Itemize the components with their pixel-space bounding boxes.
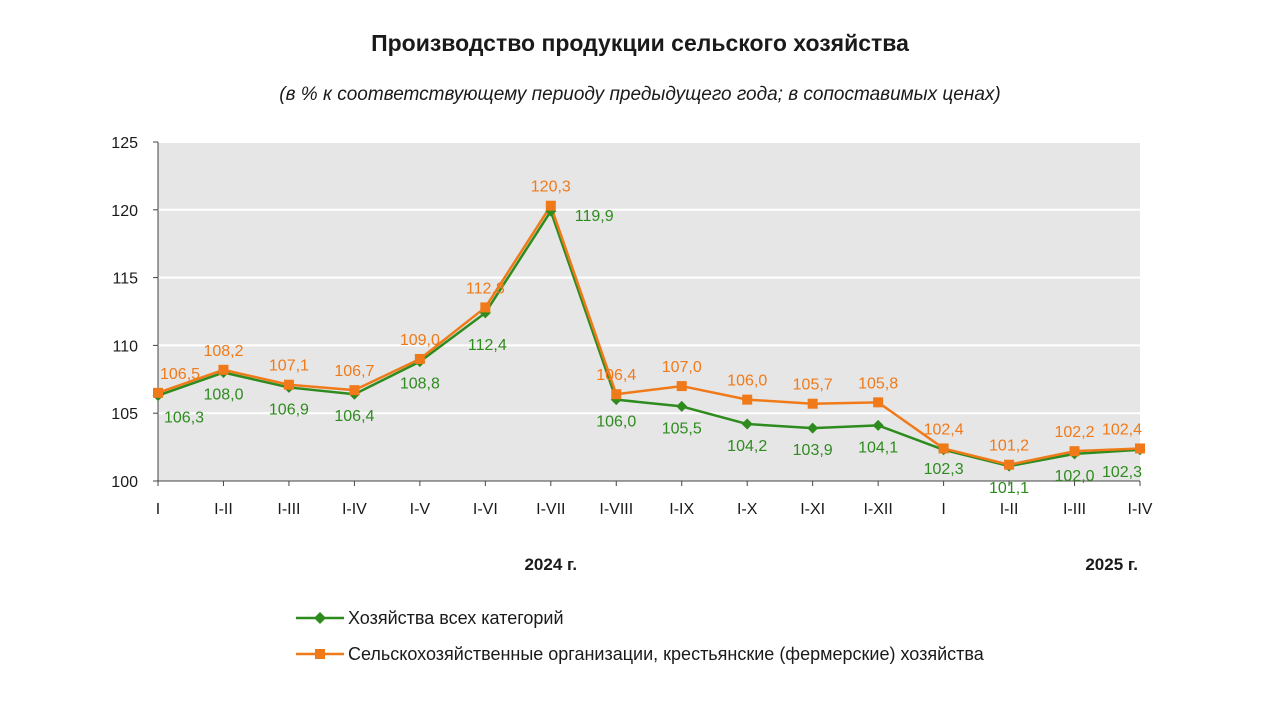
plot-area [158, 142, 1140, 481]
data-label: 105,7 [793, 377, 833, 394]
data-labels: 106,3 108,0 106,9 106,4 108,8 112,4 119,9 106,0… [160, 179, 1142, 497]
data-label: 107,0 [662, 359, 702, 376]
data-point [676, 400, 688, 412]
data-label: 108,8 [400, 376, 440, 393]
x-tick-label: I [941, 501, 945, 518]
x-tick-label: I-X [737, 501, 758, 518]
data-point [872, 419, 884, 431]
data-point [742, 394, 753, 405]
gridlines [158, 141, 1140, 415]
x-tick-label: I-IV [1128, 501, 1153, 518]
y-tick-label: 125 [111, 135, 138, 152]
data-label: 108,2 [203, 343, 243, 360]
year-label: 2025 г. [1085, 555, 1138, 574]
series-line-1 [157, 204, 1141, 466]
data-label: 106,0 [596, 414, 636, 431]
legend-label-all-farms: Хозяйства всех категорий [348, 607, 564, 628]
x-tick-label: I-IX [669, 501, 694, 518]
data-label: 102,3 [924, 461, 964, 478]
x-tick-label: I-II [214, 501, 233, 518]
data-point [480, 302, 491, 313]
data-point [873, 397, 884, 408]
legend: Хозяйства всех категорий Сельскохозяйств… [296, 600, 984, 672]
data-label: 106,4 [334, 408, 374, 425]
data-label: 101,1 [989, 480, 1029, 497]
data-label: 112,4 [468, 337, 507, 354]
data-label: 109,0 [400, 332, 440, 349]
data-label: 120,3 [531, 179, 571, 196]
data-label: 108,0 [203, 387, 243, 404]
data-point [1069, 446, 1080, 457]
legend-label-agri-orgs: Сельскохозяйственные организации, кресть… [348, 643, 984, 664]
data-label: 103,9 [793, 442, 833, 459]
data-label: 112,8 [466, 280, 505, 297]
square-marker-icon [296, 649, 344, 659]
data-point [1004, 459, 1015, 470]
data-label: 107,1 [269, 358, 309, 375]
x-tick-label: I-III [277, 501, 300, 518]
data-label: 102,4 [924, 421, 964, 438]
x-axis-ticks: I I-II I-III I-IV I-V I-VI I-VII I-VIII I-IX I-X I… [156, 481, 1153, 518]
legend-item-all-farms: Хозяйства всех категорий [296, 600, 984, 636]
x-tick-label: I-XI [800, 501, 825, 518]
data-label: 106,9 [269, 401, 309, 418]
y-tick-label: 110 [112, 338, 138, 355]
x-tick-label: I [156, 501, 160, 518]
data-label: 105,8 [858, 375, 898, 392]
series-lines [157, 204, 1141, 468]
data-label: 104,1 [858, 439, 898, 456]
data-point [938, 443, 949, 454]
data-point [349, 385, 360, 396]
series-line-0 [157, 209, 1141, 468]
y-tick-label: 105 [111, 406, 138, 423]
data-point [676, 381, 687, 392]
data-point [1135, 443, 1145, 454]
data-label: 106,3 [164, 410, 204, 427]
year-label: 2024 г. [524, 555, 577, 574]
data-label: 102,2 [1055, 424, 1095, 441]
data-point [414, 353, 425, 364]
data-label: 106,7 [334, 363, 374, 380]
data-label: 102,3 [1102, 464, 1142, 481]
x-tick-label: I-V [410, 501, 431, 518]
data-point [741, 418, 753, 430]
data-label: 106,4 [596, 367, 636, 384]
diamond-marker-icon [296, 612, 344, 624]
data-label: 105,5 [662, 420, 702, 437]
data-label: 119,9 [575, 208, 614, 225]
chart-subtitle: (в % к соответствующему периоду предыдущ… [279, 84, 1001, 105]
x-tick-label: I-III [1063, 501, 1086, 518]
data-label: 102,4 [1102, 421, 1142, 438]
data-point [611, 389, 622, 400]
data-point [153, 387, 163, 398]
legend-item-agri-orgs: Сельскохозяйственные организации, кресть… [296, 636, 984, 672]
data-label: 106,5 [160, 366, 200, 383]
plot-background [158, 142, 1140, 481]
data-point [218, 364, 229, 375]
y-axis-ticks: 100 105 110 115 120 125 [111, 135, 158, 491]
data-point [807, 398, 818, 409]
chart-title: Производство продукции сельского хозяйст… [371, 30, 909, 56]
x-tick-label: I-VII [536, 501, 565, 518]
data-label: 102,0 [1055, 468, 1095, 485]
data-label: 104,2 [727, 438, 767, 455]
x-tick-label: I-VI [473, 501, 498, 518]
year-labels: 2024 г. 2025 г. [524, 555, 1138, 574]
data-label: 106,0 [727, 373, 767, 390]
data-label: 101,2 [989, 438, 1029, 455]
axes [157, 142, 1140, 482]
y-tick-label: 120 [111, 203, 138, 220]
y-tick-label: 100 [111, 474, 138, 491]
x-tick-label: I-XII [863, 501, 892, 518]
x-tick-label: I-II [1000, 501, 1019, 518]
x-tick-label: I-IV [342, 501, 367, 518]
data-point [807, 422, 819, 434]
data-point [283, 379, 294, 390]
y-tick-label: 115 [112, 271, 138, 288]
series-markers [152, 200, 1146, 472]
x-tick-label: I-VIII [599, 501, 633, 518]
data-point [545, 200, 556, 211]
